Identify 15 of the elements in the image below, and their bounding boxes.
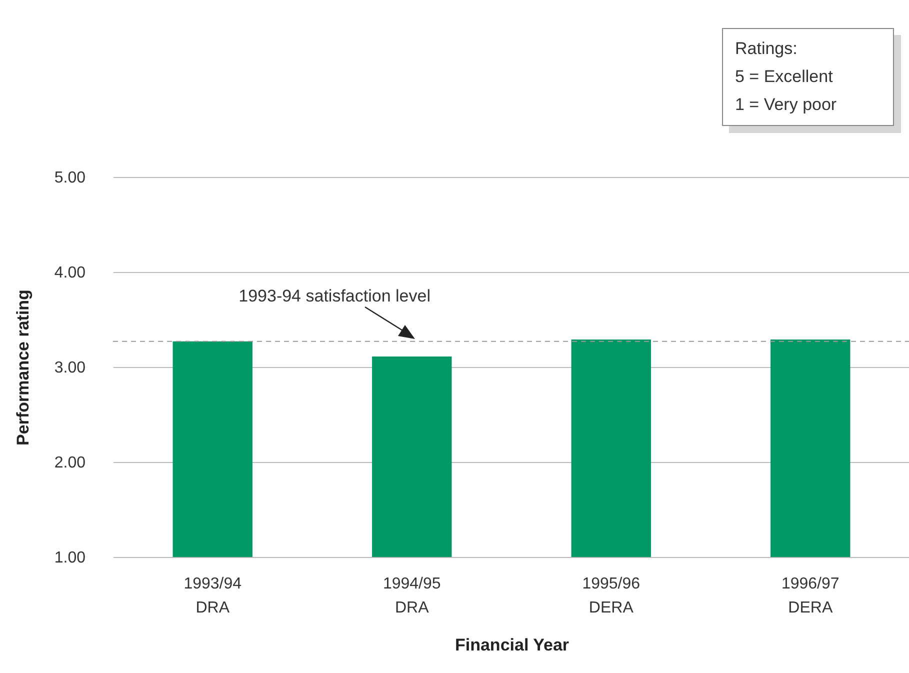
y-tick-label: 3.00 [54,360,86,376]
y-tick-label: 2.00 [54,454,86,472]
y-tick-label: 1.00 [54,550,86,566]
x-tick-label: 1993/94 DRA [184,576,242,616]
text: 5 = Excellent [735,66,834,88]
y-tick-label: 5.00 [54,170,86,186]
x-tick-label: 1996/97 DERA [781,576,840,616]
y-tick-label: 4.00 [54,264,86,282]
x-tick-label: 1995/96 DERA [582,576,640,616]
x-axis-title: Financial Year [454,636,570,654]
y-axis-title: Performance rating [13,290,32,446]
text: 1 = Very poor [735,94,838,116]
text: Ratings: [735,38,798,60]
x-tick-label: 1994/95 DRA [382,576,441,616]
ref-line-label: 1993-94 satisfaction level [238,286,430,306]
